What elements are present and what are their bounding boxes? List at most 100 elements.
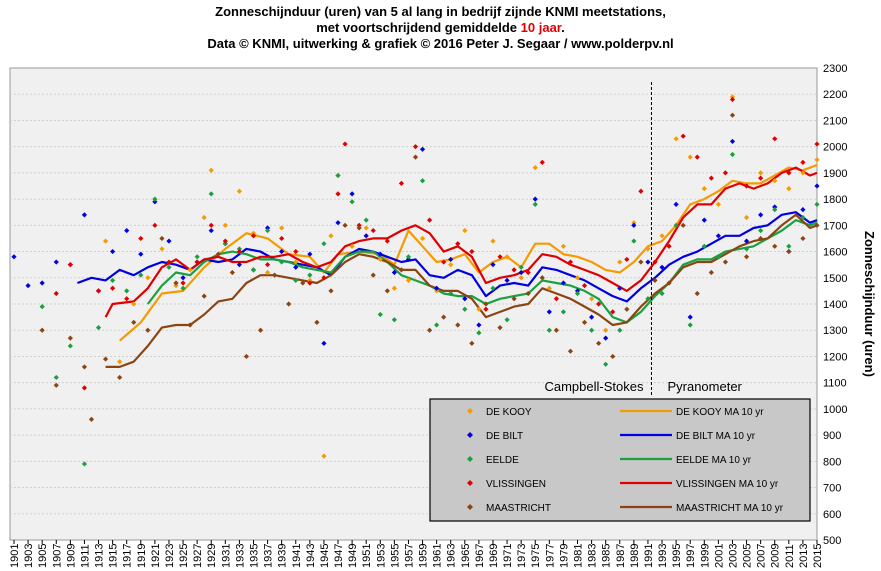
data-point-eelde (631, 238, 637, 244)
data-point-de-bilt (236, 262, 243, 268)
data-point-maastricht (708, 269, 714, 276)
data-point-vlissingen (335, 191, 341, 197)
data-point-maastricht (286, 301, 292, 307)
legend-label: EELDE (486, 455, 519, 466)
data-point-de-kooy (546, 285, 552, 291)
data-point-eelde (743, 246, 750, 252)
y-tick-label: 600 (823, 509, 841, 521)
data-point-de-kooy (588, 296, 595, 302)
x-tick-label: 1993 (657, 544, 669, 568)
data-point-eelde (729, 151, 736, 158)
data-point-de-bilt (448, 256, 454, 263)
chart-titles: Zonneschijnduur (uren) van 5 al lang in … (0, 4, 881, 52)
x-tick-label: 1923 (164, 544, 176, 568)
data-point-maastricht (729, 112, 736, 118)
data-point-eelde (588, 327, 595, 333)
chart-credit: Data © KNMI, uitwerking & grafiek © 2016… (207, 36, 674, 51)
legend-marker (467, 432, 473, 438)
data-point-de-bilt (138, 251, 144, 257)
data-point-maastricht (53, 382, 59, 388)
x-tick-label: 2003 (727, 544, 739, 568)
x-tick-label: 1971 (502, 544, 514, 568)
campbell-stokes-label: Campbell-Stokes (544, 379, 643, 394)
data-point-vlissingen (384, 238, 390, 244)
data-point-eelde (758, 227, 764, 234)
data-point-de-bilt (405, 256, 412, 263)
data-point-maastricht (187, 322, 193, 328)
data-point-de-bilt (603, 335, 609, 341)
x-tick-label: 1981 (573, 544, 585, 568)
x-tick-label: 1913 (94, 544, 106, 568)
x-tick-label: 1959 (418, 544, 430, 568)
data-point-maastricht (314, 319, 320, 325)
data-point-de-kooy (349, 243, 355, 249)
x-tick-label: 1915 (108, 544, 120, 568)
chart-subtitle: met voortschrijdend gemiddelde 10 jaar. (0, 20, 881, 36)
y-tick-label: 2200 (823, 89, 847, 101)
data-point-eelde (152, 196, 158, 202)
data-point-maastricht (117, 374, 123, 381)
x-tick-label: 1975 (530, 544, 542, 568)
data-point-de-bilt (617, 285, 623, 291)
data-point-maastricht (786, 248, 792, 255)
data-point-de-kooy (391, 285, 397, 291)
data-point-de-kooy (800, 170, 806, 176)
data-point-vlissingen (567, 259, 574, 265)
data-point-de-kooy (673, 136, 679, 142)
data-point-de-bilt (518, 269, 524, 276)
data-point-vlissingen (321, 275, 327, 281)
method-divider: Campbell-Stokes Pyranometer (544, 82, 743, 395)
x-tick-label: 1911 (79, 544, 91, 568)
data-point-de-kooy (159, 246, 165, 252)
data-point-maastricht (39, 327, 45, 333)
y-tick-label: 1800 (823, 194, 847, 206)
data-point-de-bilt (574, 288, 581, 294)
data-point-vlissingen (814, 141, 820, 147)
x-tick-label: 1987 (615, 544, 627, 568)
legend-label: VLISSINGEN (486, 479, 546, 490)
data-point-vlissingen (222, 238, 228, 244)
data-point-vlissingen (208, 222, 214, 228)
data-point-vlissingen (166, 259, 172, 265)
data-point-de-bilt (687, 314, 693, 320)
data-point-de-bilt (53, 259, 59, 265)
data-point-de-bilt (81, 212, 88, 218)
data-point-eelde (264, 227, 271, 234)
data-point-vlissingen (666, 243, 672, 249)
data-point-maastricht (159, 235, 165, 242)
data-point-eelde (307, 272, 313, 278)
x-tick-label: 1973 (516, 544, 528, 568)
data-point-de-kooy (321, 453, 327, 459)
data-point-eelde (546, 327, 552, 333)
data-point-eelde (532, 201, 538, 207)
data-point-maastricht (553, 327, 559, 333)
data-point-de-bilt (279, 248, 285, 255)
data-point-de-bilt (814, 183, 820, 189)
x-tick-label: 1907 (51, 544, 63, 568)
data-point-eelde (95, 325, 102, 331)
data-point-de-kooy (603, 327, 609, 333)
data-point-vlissingen (279, 235, 285, 242)
data-point-vlissingen (497, 254, 503, 260)
data-point-eelde (138, 272, 144, 278)
data-point-de-bilt (293, 264, 299, 270)
legend-marker (467, 456, 473, 462)
data-point-vlissingen (680, 133, 686, 139)
data-point-eelde (335, 172, 341, 179)
x-tick-label: 1969 (488, 544, 500, 568)
data-point-vlissingen (307, 280, 313, 286)
data-point-maastricht (67, 335, 73, 341)
data-point-vlissingen (138, 235, 144, 242)
y-tick-label: 1400 (823, 299, 847, 311)
x-tick-label: 1903 (23, 544, 35, 568)
y-tick-label: 1500 (823, 273, 847, 285)
data-point-vlissingen (786, 170, 792, 176)
data-point-de-bilt (208, 227, 214, 234)
data-point-vlissingen (772, 136, 778, 142)
data-point-de-kooy (448, 262, 454, 268)
data-point-de-kooy (434, 288, 440, 294)
data-point-de-kooy (532, 165, 538, 171)
data-point-vlissingen (596, 301, 602, 307)
data-point-eelde (786, 243, 792, 249)
legend-ma-label: VLISSINGEN MA 10 yr (676, 479, 779, 490)
